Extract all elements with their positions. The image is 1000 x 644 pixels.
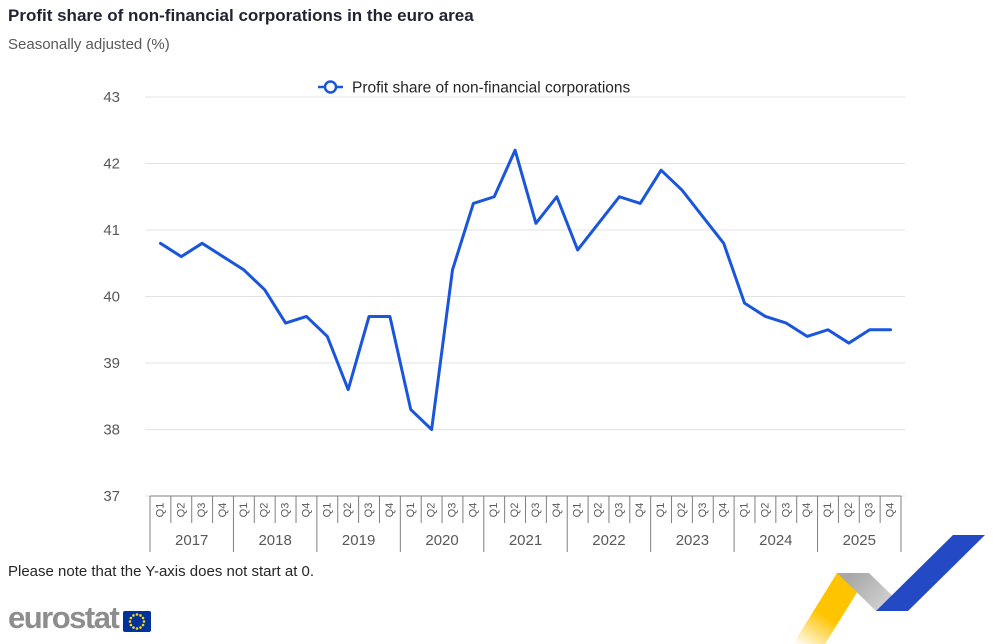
legend: Profit share of non-financial corporatio… <box>318 80 631 97</box>
axis-note: Please note that the Y-axis does not sta… <box>8 563 315 580</box>
quarter-label: Q4 <box>551 503 563 518</box>
quarter-label: Q4 <box>467 503 479 518</box>
quarter-label: Q1 <box>238 503 250 518</box>
quarter-label: Q3 <box>280 503 292 518</box>
eu-star <box>136 613 139 616</box>
gridlines <box>145 96 905 497</box>
y-tick-label: 37 <box>103 488 120 505</box>
y-tick-label: 38 <box>103 422 120 439</box>
y-tick-label: 39 <box>103 355 120 372</box>
quarter-label: Q2 <box>259 503 271 518</box>
y-tick-label: 40 <box>103 289 120 306</box>
quarter-label: Q3 <box>530 503 542 518</box>
quarter-label: Q2 <box>759 503 771 518</box>
quarter-label: Q3 <box>363 503 375 518</box>
eu-star <box>129 620 132 623</box>
decoration-zigzag <box>793 535 985 644</box>
quarter-label: Q4 <box>634 503 646 518</box>
quarter-label: Q1 <box>321 503 333 518</box>
eu-star <box>142 623 145 627</box>
eu-star <box>129 616 133 620</box>
quarter-label: Q2 <box>593 503 605 518</box>
y-tick-label: 42 <box>103 156 120 173</box>
quarter-label: Q2 <box>426 503 438 518</box>
year-label: 2024 <box>759 532 792 549</box>
year-label: 2019 <box>342 532 375 549</box>
chart-subtitle: Seasonally adjusted (%) <box>8 36 170 53</box>
quarter-label: Q1 <box>488 503 500 518</box>
legend-circle-marker <box>323 80 338 94</box>
quarter-label: Q2 <box>342 503 354 518</box>
quarter-label: Q3 <box>697 503 709 518</box>
year-label: 2021 <box>509 532 542 549</box>
quarter-label: Q3 <box>613 503 625 518</box>
quarter-label: Q4 <box>384 503 396 518</box>
eu-flag-icon <box>123 611 152 632</box>
quarter-label: Q1 <box>739 503 751 518</box>
quarter-label: Q1 <box>154 503 166 518</box>
eu-stars <box>129 613 146 630</box>
eurostat-logo-text: eurostat <box>8 600 120 635</box>
y-axis: 37 38 39 40 41 42 43 <box>103 89 120 505</box>
legend-label: Profit share of non-financial corporatio… <box>352 80 631 97</box>
eurostat-logo: eurostat <box>8 600 152 635</box>
quarter-label: Q1 <box>572 503 584 518</box>
quarter-label: Q4 <box>801 503 813 518</box>
quarter-label: Q1 <box>655 503 667 518</box>
y-tick-label: 43 <box>103 89 120 106</box>
eu-star <box>139 614 143 617</box>
quarter-label: Q3 <box>864 503 876 518</box>
chart-title: Profit share of non-financial corporatio… <box>8 6 474 25</box>
x-axis: Q1 Q2 Q3 Q4 Q1 Q2 Q3 Q4 Q1 Q2 Q3 Q4 Q1 Q2 Q3 Q4 Q1 Q2 Q3 Q4… <box>149 495 902 552</box>
quarter-label: Q1 <box>822 503 834 518</box>
year-label: 2022 <box>592 532 625 549</box>
quarter-label: Q4 <box>885 503 897 518</box>
eu-star <box>143 620 146 623</box>
quarter-label: Q2 <box>509 503 521 518</box>
eu-star <box>129 623 133 627</box>
eu-star <box>132 614 136 617</box>
year-label: 2025 <box>843 532 876 549</box>
quarter-label: Q2 <box>843 503 855 518</box>
eu-star <box>142 616 145 620</box>
decoration-yellow-ribbon <box>793 573 869 644</box>
year-label: 2018 <box>258 532 291 549</box>
quarter-label: Q4 <box>300 503 312 518</box>
data-line <box>158 148 893 431</box>
year-label: 2020 <box>425 532 458 549</box>
quarter-label: Q4 <box>718 503 730 518</box>
y-tick-label: 41 <box>103 222 120 239</box>
eu-star <box>139 626 143 629</box>
quarter-label: Q2 <box>175 503 187 518</box>
quarter-label: Q1 <box>405 503 417 518</box>
quarter-label: Q3 <box>196 503 208 518</box>
quarter-label: Q2 <box>676 503 688 518</box>
quarter-label: Q3 <box>780 503 792 518</box>
eu-star <box>136 627 139 630</box>
year-label: 2023 <box>676 532 709 549</box>
quarter-label: Q4 <box>217 503 229 518</box>
decoration-blue-ribbon <box>876 535 985 611</box>
year-label: 2017 <box>175 532 208 549</box>
quarter-label: Q3 <box>446 503 458 518</box>
eu-star <box>132 626 136 629</box>
